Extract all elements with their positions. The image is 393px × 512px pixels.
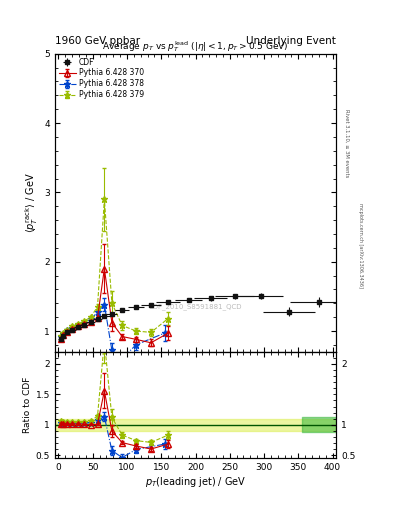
Text: mcplots.cern.ch [arXiv:1306.3436]: mcplots.cern.ch [arXiv:1306.3436] — [358, 203, 363, 288]
Text: Rivet 3.1.10, ≥ 3M events: Rivet 3.1.10, ≥ 3M events — [344, 109, 349, 178]
Text: 1960 GeV ppbar: 1960 GeV ppbar — [55, 36, 140, 46]
Title: Average $p_T$ vs $p_T^{\mathrm{lead}}$ ($|\eta| < 1, p_T > 0.5$ GeV): Average $p_T$ vs $p_T^{\mathrm{lead}}$ (… — [102, 39, 289, 54]
X-axis label: $p_T$(leading jet) / GeV: $p_T$(leading jet) / GeV — [145, 475, 246, 489]
Text: CDF_2010_S8591881_QCD: CDF_2010_S8591881_QCD — [149, 304, 242, 310]
Y-axis label: Ratio to CDF: Ratio to CDF — [23, 377, 31, 433]
Y-axis label: $\langle p_T^{\mathrm{rack}} \rangle$ / GeV: $\langle p_T^{\mathrm{rack}} \rangle$ / … — [24, 173, 40, 233]
Legend: CDF, Pythia 6.428 370, Pythia 6.428 378, Pythia 6.428 379: CDF, Pythia 6.428 370, Pythia 6.428 378,… — [57, 56, 145, 101]
Text: Underlying Event: Underlying Event — [246, 36, 336, 46]
